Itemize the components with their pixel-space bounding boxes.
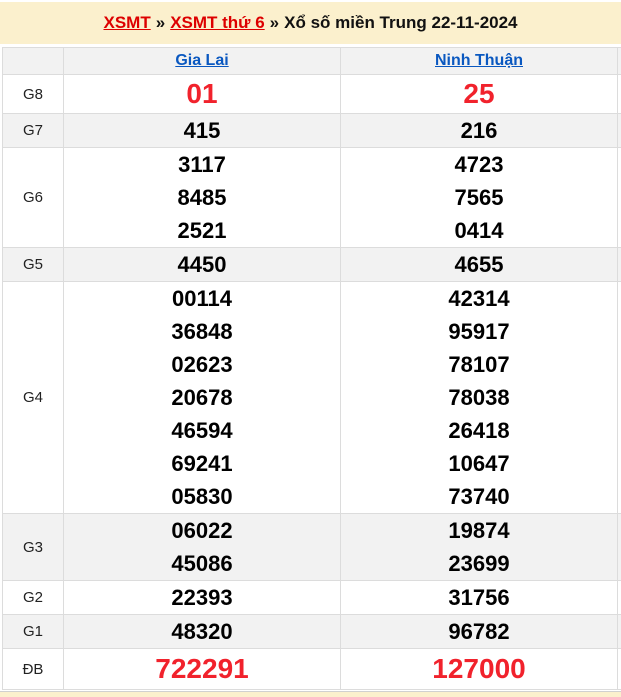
prize-number: 2521 [64, 214, 340, 247]
prize-cell-ninh-thuan: 31756 [341, 581, 618, 615]
prize-number: 69241 [64, 447, 340, 480]
province-link-gia-lai[interactable]: Gia Lai [175, 52, 228, 69]
cut-column-cell [618, 114, 621, 148]
cut-column-header [618, 48, 621, 75]
prize-number: 20678 [64, 381, 340, 414]
prize-number: 02623 [64, 348, 340, 381]
province-header-ninh-thuan: Ninh Thuận [341, 48, 618, 75]
cut-column-cell [618, 75, 621, 114]
prize-number: 8485 [64, 181, 340, 214]
breadcrumb: XSMT»XSMT thứ 6»Xổ số miền Trung 22-11-2… [0, 2, 621, 44]
prize-number: 10647 [341, 447, 617, 480]
prize-number: 216 [341, 114, 617, 147]
prize-number: 95917 [341, 315, 617, 348]
table-header-row: Gia Lai Ninh Thuận [3, 48, 621, 75]
breadcrumb-separator: » [265, 13, 284, 33]
prize-cell-gia-lai: 4450 [64, 248, 341, 282]
prize-number: 415 [64, 114, 340, 147]
cut-column-cell [618, 148, 621, 248]
prize-label: G8 [3, 75, 64, 114]
prize-number: 127000 [341, 649, 617, 689]
prize-number: 45086 [64, 547, 340, 580]
cut-column-cell [618, 514, 621, 581]
breadcrumb-link-xsmt[interactable]: XSMT [103, 13, 150, 33]
prize-cell-gia-lai: 722291 [64, 649, 341, 690]
prize-number: 36848 [64, 315, 340, 348]
prize-number: 00114 [64, 282, 340, 315]
bottom-band [0, 691, 621, 697]
prize-number: 06022 [64, 514, 340, 547]
prize-number: 73740 [341, 480, 617, 513]
prize-cell-ninh-thuan: 25 [341, 75, 618, 114]
prize-number: 25 [341, 75, 617, 113]
prize-number: 78038 [341, 381, 617, 414]
breadcrumb-current: Xổ số miền Trung 22-11-2024 [284, 13, 517, 33]
prize-label: ĐB [3, 649, 64, 690]
prize-label: G5 [3, 248, 64, 282]
breadcrumb-separator: » [151, 13, 170, 33]
prize-cell-gia-lai: 01 [64, 75, 341, 114]
prize-number: 42314 [341, 282, 617, 315]
prize-number: 4723 [341, 148, 617, 181]
prize-number: 05830 [64, 480, 340, 513]
prize-number: 0414 [341, 214, 617, 247]
prize-number: 48320 [64, 615, 340, 648]
prize-cell-ninh-thuan: 127000 [341, 649, 618, 690]
cut-column-cell [618, 649, 621, 690]
prize-number: 7565 [341, 181, 617, 214]
cut-column-cell [618, 248, 621, 282]
prize-number: 78107 [341, 348, 617, 381]
prize-cell-ninh-thuan: 216 [341, 114, 618, 148]
prize-cell-gia-lai: 415 [64, 114, 341, 148]
prize-cell-gia-lai: 48320 [64, 615, 341, 649]
prize-number: 19874 [341, 514, 617, 547]
prize-number: 26418 [341, 414, 617, 447]
prize-cell-ninh-thuan: 4655 [341, 248, 618, 282]
prize-number: 722291 [64, 649, 340, 689]
prize-number: 4450 [64, 248, 340, 281]
cut-column-cell [618, 282, 621, 514]
prize-number: 31756 [341, 581, 617, 614]
prize-label: G7 [3, 114, 64, 148]
prize-number: 46594 [64, 414, 340, 447]
cut-column-cell [618, 581, 621, 615]
breadcrumb-link-xsmt-thu6[interactable]: XSMT thứ 6 [170, 13, 264, 33]
prize-label: G3 [3, 514, 64, 581]
prize-column-header [3, 48, 64, 75]
prize-cell-ninh-thuan: 96782 [341, 615, 618, 649]
prize-cell-gia-lai: 22393 [64, 581, 341, 615]
prize-label: G2 [3, 581, 64, 615]
prize-number: 01 [64, 75, 340, 113]
province-link-ninh-thuan[interactable]: Ninh Thuận [435, 52, 523, 69]
prize-label: G6 [3, 148, 64, 248]
prize-number: 4655 [341, 248, 617, 281]
prize-label: G4 [3, 282, 64, 514]
prize-number: 23699 [341, 547, 617, 580]
prize-number: 3117 [64, 148, 340, 181]
prize-number: 22393 [64, 581, 340, 614]
province-header-gia-lai: Gia Lai [64, 48, 341, 75]
prize-number: 96782 [341, 615, 617, 648]
prize-label: G1 [3, 615, 64, 649]
cut-column-cell [618, 615, 621, 649]
